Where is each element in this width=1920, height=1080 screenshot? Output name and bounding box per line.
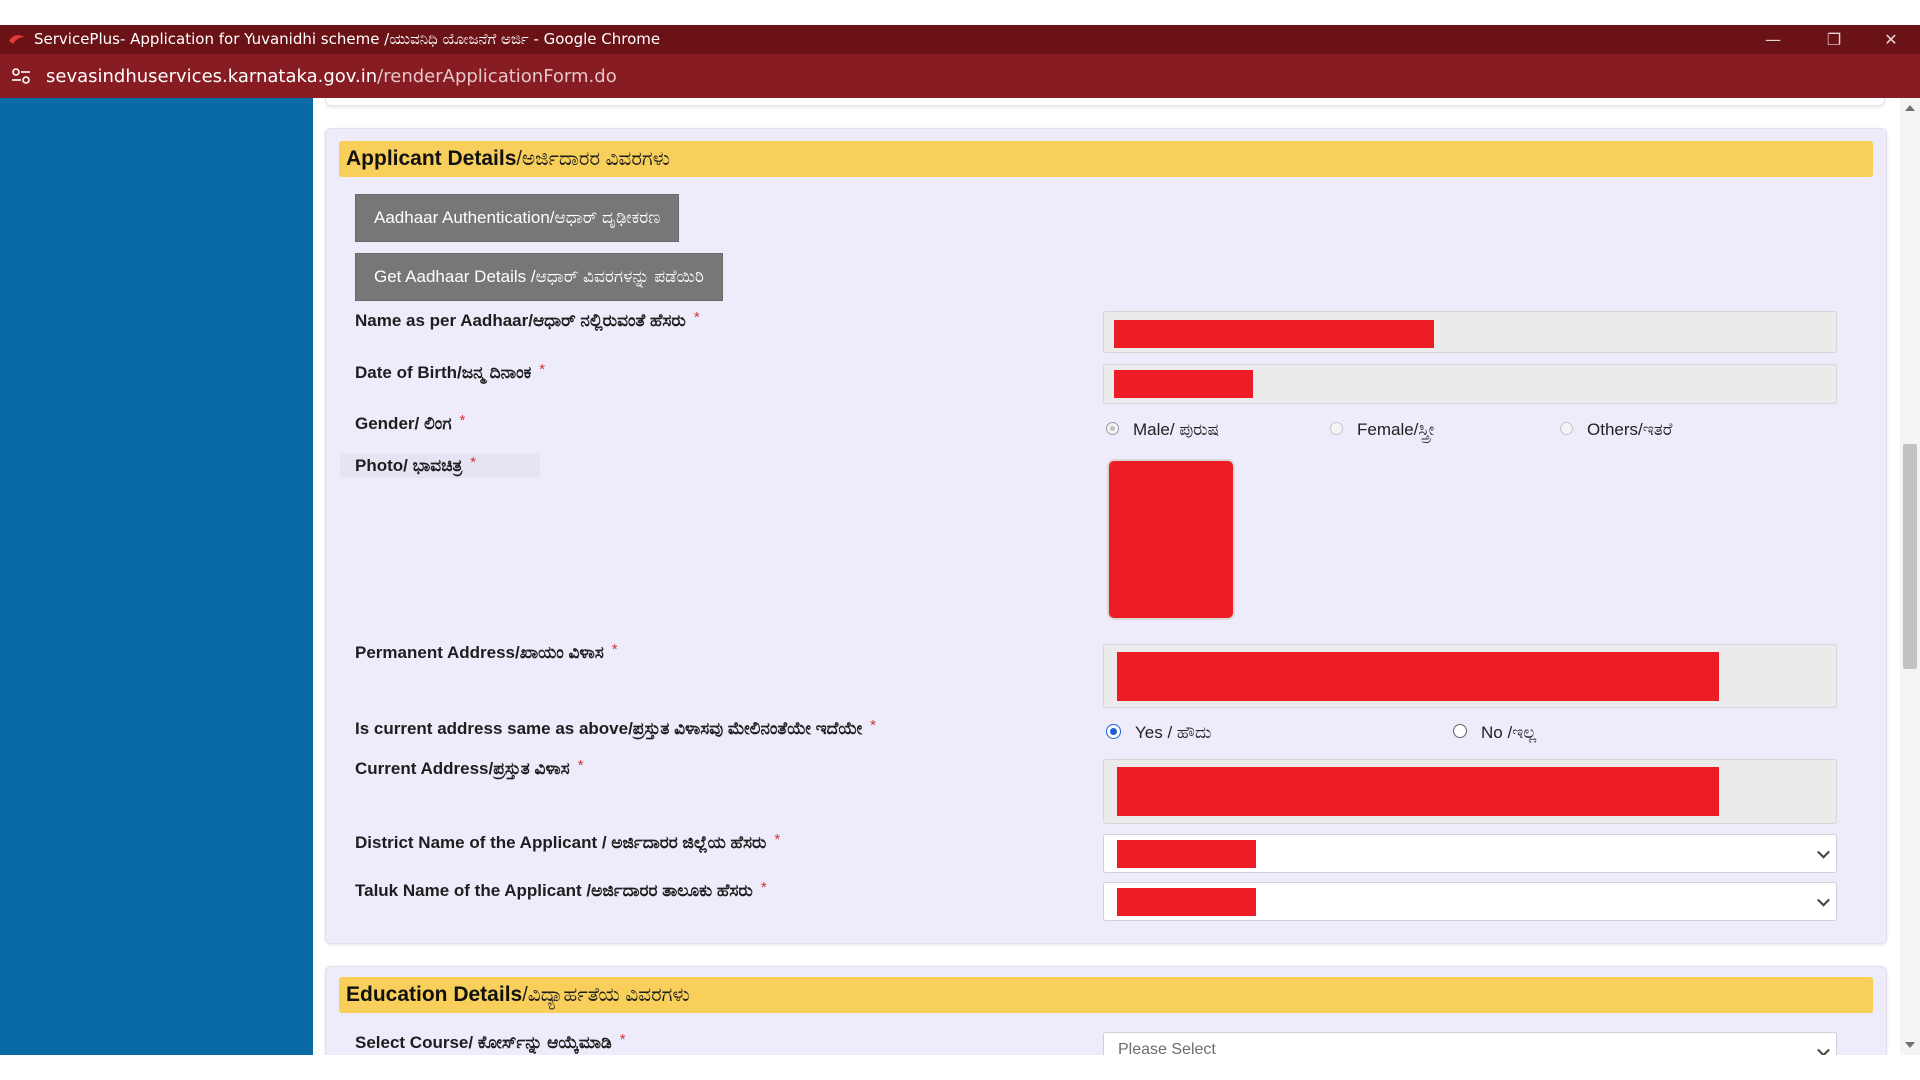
district-label: District Name of the Applicant / ಅರ್ಜಿದಾ… — [355, 831, 781, 853]
district-select[interactable] — [1103, 834, 1837, 873]
radio-checked-icon — [1106, 723, 1121, 739]
taluk-label-text: Taluk Name of the Applicant /ಅರ್ಜಿದಾರರ ತ… — [355, 881, 753, 900]
restore-icon: ❐ — [1826, 30, 1842, 49]
required-marker: * — [577, 757, 584, 774]
course-label: Select Course/ ಕೋರ್ಸ್‌ನ್ನು ಆಯ್ಕೆಮಾಡಿ * — [355, 1031, 626, 1053]
address-bar[interactable]: sevasindhuservices.karnataka.gov.in/rend… — [0, 54, 1920, 98]
permanent-address-label-text: Permanent Address/ಖಾಯಂ ವಿಳಾಸ — [355, 643, 604, 662]
same-address-label-text: Is current address same as above/ಪ್ರಸ್ತು… — [355, 719, 863, 738]
app-logo-icon — [9, 35, 25, 44]
url-path: /renderApplicationForm.do — [377, 66, 617, 87]
scroll-up-icon[interactable] — [1905, 105, 1915, 111]
current-address-field[interactable] — [1103, 759, 1837, 824]
radio-empty-icon — [1560, 421, 1573, 435]
url-host: sevasindhuservices.karnataka.gov.in — [46, 66, 378, 87]
required-marker: * — [693, 309, 700, 326]
browser-title-bar: ServicePlus- Application for Yuvanidhi s… — [0, 25, 1920, 54]
close-window-button[interactable]: ✕ — [1862, 25, 1920, 54]
url-text[interactable]: sevasindhuservices.karnataka.gov.in/rend… — [46, 66, 617, 87]
chevron-down-icon — [1817, 845, 1830, 859]
required-marker: * — [870, 717, 876, 734]
district-label-text: District Name of the Applicant / ಅರ್ಜಿದಾ… — [355, 833, 767, 852]
radio-empty-icon — [1453, 724, 1467, 738]
permanent-address-field[interactable] — [1103, 644, 1837, 708]
redacted-photo — [1107, 459, 1235, 620]
previous-panel-edge — [325, 98, 1885, 106]
aadhaar-authentication-button[interactable]: Aadhaar Authentication/ಆಧಾರ್ ದೃಢೀಕರಣ — [355, 194, 680, 242]
section-title-kn: /ಅರ್ಜಿದಾರರ ವಿವರಗಳು — [516, 147, 670, 170]
vertical-scrollbar[interactable] — [1900, 98, 1920, 1055]
get-aadhaar-details-button[interactable]: Get Aadhaar Details /ಆಧಾರ್ ವಿವರಗಳನ್ನು ಪಡ… — [355, 253, 723, 301]
redacted-district — [1117, 840, 1256, 868]
course-select[interactable]: Please Select — [1103, 1032, 1837, 1055]
applicant-details-header: Applicant Details/ಅರ್ಜಿದಾರರ ವಿವರಗಳು — [339, 141, 1873, 177]
required-marker: * — [459, 412, 466, 429]
course-select-placeholder: Please Select — [1118, 1041, 1216, 1055]
applicant-details-panel: Applicant Details/ಅರ್ಜಿದಾರರ ವಿವರಗಳು Aadh… — [325, 128, 1887, 944]
gender-label: Gender/ ಲಿಂಗ * — [355, 412, 466, 434]
current-address-label-text: Current Address/ಪ್ರಸ್ತುತ ವಿಳಾಸ — [355, 759, 570, 778]
photo-label-text: Photo/ ಭಾವಚಿತ್ರ — [355, 456, 463, 475]
permanent-address-label: Permanent Address/ಖಾಯಂ ವಿಳಾಸ * — [355, 641, 618, 663]
radio-empty-icon — [1330, 421, 1343, 435]
page-viewport: Applicant Details/ಅರ್ಜಿದಾರರ ವಿವರಗಳು Aadh… — [0, 98, 1920, 1055]
form-content: Applicant Details/ಅರ್ಜಿದಾರರ ವಿವರಗಳು Aadh… — [313, 98, 1900, 1055]
section-title-en: Applicant Details — [346, 147, 517, 170]
course-label-text: Select Course/ ಕೋರ್ಸ್‌ನ್ನು ಆಯ್ಕೆಮಾಡಿ — [355, 1033, 612, 1052]
scroll-down-icon[interactable] — [1905, 1042, 1915, 1048]
same-address-no-radio[interactable]: No /ಇಲ್ಲ — [1453, 723, 1536, 743]
dob-field[interactable] — [1103, 364, 1837, 404]
left-sidebar — [0, 98, 313, 1055]
required-marker: * — [470, 454, 477, 471]
same-address-yes-radio[interactable]: Yes / ಹೌದು — [1106, 723, 1211, 743]
section-title-kn: /ವಿದ್ಯಾರ್ಹತೆಯ ವಿವರಗಳು — [522, 983, 690, 1006]
same-address-label: Is current address same as above/ಪ್ರಸ್ತು… — [355, 717, 876, 739]
gender-male-radio[interactable]: Male/ ಪುರುಷ — [1106, 420, 1219, 440]
name-label-text: Name as per Aadhaar/ಆಧಾರ್ ನಲ್ಲಿರುವಂತೆ ಹೆ… — [355, 311, 686, 330]
chevron-down-icon — [1817, 1043, 1830, 1055]
dob-label-text: Date of Birth/ಜನ್ಮ ದಿನಾಂಕ — [355, 363, 532, 382]
minimize-icon: — — [1765, 30, 1781, 49]
taluk-select[interactable] — [1103, 882, 1837, 921]
name-field[interactable] — [1103, 311, 1837, 353]
gender-label-text: Gender/ ಲಿಂಗ — [355, 414, 452, 433]
required-marker: * — [619, 1031, 626, 1048]
name-label: Name as per Aadhaar/ಆಧಾರ್ ನಲ್ಲಿರುವಂತೆ ಹೆ… — [355, 309, 700, 331]
education-details-panel: Education Details/ವಿದ್ಯಾರ್ಹತೆಯ ವಿವರಗಳು S… — [325, 966, 1887, 1055]
maximize-button[interactable]: ❐ — [1805, 25, 1863, 54]
close-icon: ✕ — [1884, 30, 1898, 49]
required-marker: * — [760, 879, 767, 896]
gender-female-radio[interactable]: Female/ಸ್ತ್ರೀ — [1330, 420, 1434, 440]
required-marker: * — [611, 641, 618, 658]
site-settings-icon[interactable] — [10, 66, 32, 86]
same-address-no-label: No /ಇಲ್ಲ — [1481, 723, 1537, 742]
dob-label: Date of Birth/ಜನ್ಮ ದಿನಾಂಕ * — [355, 361, 546, 383]
redacted-permanent-address — [1117, 652, 1719, 701]
photo-label: Photo/ ಭಾವಚಿತ್ರ * — [355, 454, 477, 476]
redacted-current-address — [1117, 767, 1719, 816]
window-title: ServicePlus- Application for Yuvanidhi s… — [34, 30, 661, 48]
same-address-yes-label: Yes / ಹೌದು — [1135, 723, 1212, 742]
required-marker: * — [774, 831, 781, 848]
redacted-dob — [1114, 370, 1253, 398]
chevron-down-icon — [1817, 893, 1830, 907]
gender-female-label: Female/ಸ್ತ್ರೀ — [1357, 420, 1435, 439]
section-title-en: Education Details — [346, 983, 523, 1006]
gender-others-label: Others/ಇತರೆ — [1587, 420, 1673, 439]
taluk-label: Taluk Name of the Applicant /ಅರ್ಜಿದಾರರ ತ… — [355, 879, 767, 901]
photo-label-highlight — [340, 454, 540, 478]
radio-selected-icon — [1106, 421, 1119, 435]
gender-male-label: Male/ ಪುರುಷ — [1133, 420, 1220, 439]
scrollbar-thumb[interactable] — [1903, 444, 1917, 669]
redacted-taluk — [1117, 888, 1256, 916]
education-details-header: Education Details/ವಿದ್ಯಾರ್ಹತೆಯ ವಿವರಗಳು — [339, 977, 1873, 1013]
current-address-label: Current Address/ಪ್ರಸ್ತುತ ವಿಳಾಸ * — [355, 757, 584, 779]
redacted-name — [1114, 320, 1434, 348]
minimize-button[interactable]: — — [1744, 25, 1802, 54]
gender-others-radio[interactable]: Others/ಇತರೆ — [1560, 420, 1672, 440]
required-marker: * — [539, 361, 546, 378]
